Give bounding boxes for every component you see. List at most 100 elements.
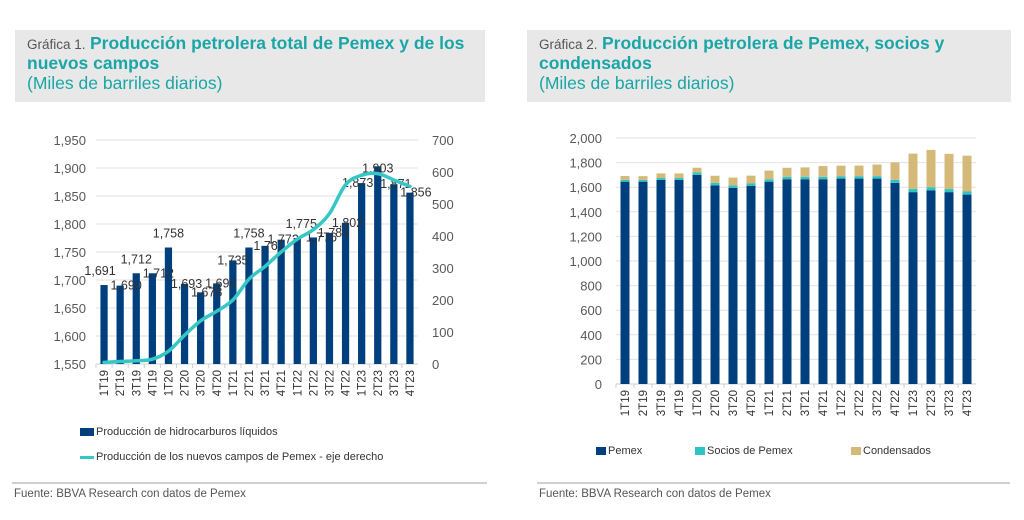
legend-label-pemex: Pemex xyxy=(608,445,643,457)
y-left-tick-label: 1,750 xyxy=(53,245,86,260)
legend-swatch-line xyxy=(80,455,94,459)
bar-liquidos xyxy=(261,245,269,364)
y-right-tick-label: 600 xyxy=(432,165,454,180)
legend-swatch-bar xyxy=(80,428,94,436)
y-tick-label: 1,600 xyxy=(569,180,602,195)
bar-segment-socios xyxy=(656,177,666,180)
bar-segment-socios xyxy=(818,176,828,180)
chart1-plot: 1,550 1,600 1,650 1,700 1,750 1,800 1,850 1,900… xyxy=(53,133,454,396)
y-left-tick-label: 1,800 xyxy=(53,217,86,232)
x-tick-label: 2T22 xyxy=(854,390,866,416)
bar-segment-condensados xyxy=(764,170,774,180)
bar-liquidos xyxy=(180,283,189,364)
bar-segment-socios xyxy=(692,172,702,175)
bar-segment-socios xyxy=(728,185,738,188)
y-tick-label: 600 xyxy=(580,303,602,318)
y-left-tick-label: 1,700 xyxy=(53,273,86,288)
x-tick-label: 4T23 xyxy=(405,370,417,396)
bar-liquidos xyxy=(341,222,350,364)
bar-segment-condensados xyxy=(710,175,720,183)
bar-liquidos xyxy=(325,232,334,364)
bar-segment-condensados xyxy=(674,173,684,178)
bar-segment-condensados xyxy=(692,167,702,173)
legend-swatch-condensados xyxy=(851,447,861,455)
bar-segment-socios xyxy=(638,179,648,182)
y-tick-label: 1,400 xyxy=(569,205,602,220)
bar-segment-condensados xyxy=(782,167,792,177)
legend-item-condensados: Condensados xyxy=(851,445,931,457)
y-right-tick-label: 100 xyxy=(432,325,454,340)
bar-liquidos xyxy=(358,183,366,364)
chart1-legend: Producción de hidrocarburos líquidos Pro… xyxy=(80,426,383,463)
x-tick-label: 4T21 xyxy=(818,390,830,416)
x-tick-label: 3T23 xyxy=(389,370,401,396)
y-left-tick-label: 1,550 xyxy=(53,357,86,372)
y-left-tick-label: 1,950 xyxy=(53,133,86,148)
chart1-number: Gráfica 1. xyxy=(27,37,86,52)
x-tick-label: 3T22 xyxy=(324,370,336,396)
x-tick-label: 1T23 xyxy=(357,370,369,396)
bar-data-label: 1,758 xyxy=(233,227,264,241)
bar-segment-pemex xyxy=(836,178,846,384)
bar-segment-pemex xyxy=(854,178,864,384)
bar-liquidos xyxy=(213,283,221,364)
bar-liquidos xyxy=(277,239,285,364)
bar-segment-pemex xyxy=(656,179,666,384)
bar-segment-socios xyxy=(854,176,864,179)
bar-segment-condensados xyxy=(656,173,666,178)
x-tick-label: 3T21 xyxy=(800,390,812,416)
bar-segment-condensados xyxy=(800,167,810,177)
x-tick-label: 3T23 xyxy=(944,390,956,416)
bar-segment-pemex xyxy=(926,190,936,384)
bar-segment-socios xyxy=(926,187,936,191)
x-tick-label: 2T21 xyxy=(244,370,256,396)
bar-segment-condensados xyxy=(926,149,936,188)
chart1-source-divider xyxy=(12,482,487,484)
y-tick-label: 200 xyxy=(580,352,602,367)
bar-segment-socios xyxy=(710,182,720,186)
chart2-header: Gráfica 2. Producción petrolera de Pemex… xyxy=(527,30,1011,102)
bar-liquidos xyxy=(132,273,140,364)
y-right-tick-label: 500 xyxy=(432,197,454,212)
line-nuevos-campos xyxy=(102,171,412,365)
x-tick-label: 4T22 xyxy=(341,370,353,396)
x-tick-label: 1T20 xyxy=(692,390,704,416)
bar-segment-pemex xyxy=(872,178,882,384)
y-left-tick-label: 1,850 xyxy=(53,189,86,204)
bar-segment-pemex xyxy=(908,192,918,384)
bar-liquidos xyxy=(245,247,253,364)
chart1-title: Producción petrolera total de Pemex y de… xyxy=(27,33,465,73)
legend-item-socios: Socios de Pemex xyxy=(695,445,851,457)
bar-liquidos xyxy=(293,238,301,364)
bar-segment-socios xyxy=(782,176,792,180)
bar-data-label: 1,775 xyxy=(286,217,317,231)
legend-label-condensados: Condensados xyxy=(863,445,931,457)
bar-data-label: 1,784 xyxy=(318,226,349,240)
bar-segment-condensados xyxy=(728,177,738,186)
x-tick-label: 2T19 xyxy=(638,390,650,416)
x-tick-label: 1T21 xyxy=(764,390,776,416)
bar-segment-socios xyxy=(764,179,774,182)
y-tick-label: 0 xyxy=(595,377,602,392)
bar-liquidos xyxy=(374,166,382,364)
bar-segment-pemex xyxy=(710,185,720,384)
x-tick-label: 2T20 xyxy=(710,390,722,416)
y-left-tick-label: 1,650 xyxy=(53,301,86,316)
bar-data-label: 1,758 xyxy=(153,227,184,241)
bar-segment-socios xyxy=(872,176,882,179)
x-tick-label: 4T22 xyxy=(890,390,902,416)
x-tick-label: 1T23 xyxy=(908,390,920,416)
bar-data-label: 1,735 xyxy=(217,253,248,267)
bar-data-label: 1,691 xyxy=(84,264,115,278)
legend-swatch-pemex xyxy=(596,447,606,455)
bar-segment-socios xyxy=(908,189,918,193)
y-tick-label: 1,200 xyxy=(569,229,602,244)
chart1-source: Fuente: BBVA Research con datos de Pemex xyxy=(14,488,246,500)
bar-liquidos xyxy=(100,285,108,364)
bar-liquidos xyxy=(229,260,237,364)
x-tick-label: 4T23 xyxy=(962,390,974,416)
x-tick-label: 2T21 xyxy=(782,390,794,416)
bar-segment-socios xyxy=(746,183,756,186)
y-tick-label: 800 xyxy=(580,279,602,294)
bar-segment-condensados xyxy=(908,153,918,190)
